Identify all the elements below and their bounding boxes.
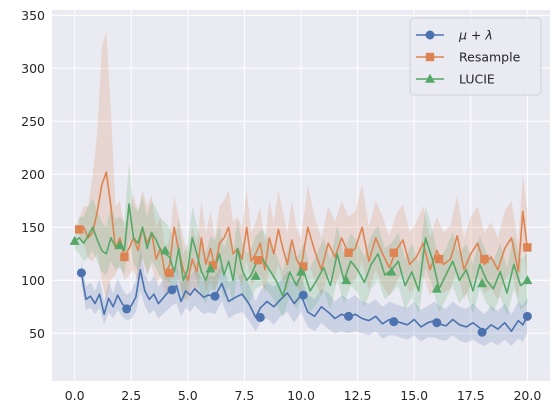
marker-series0 (122, 304, 132, 314)
y-tick-label: 150 (21, 220, 45, 235)
x-tick-labels: 0.0 2.5 5.0 7.5 10.0 12.5 15.0 17.5 20.0 (65, 388, 542, 403)
y-tick-labels: 50 100 150 200 250 300 350 (21, 8, 45, 341)
legend-label-text: LUCIE (459, 72, 495, 87)
x-tick-label: 10.0 (287, 388, 315, 403)
legend-label-text-suffix: + λ (467, 28, 493, 43)
y-tick-label: 50 (29, 326, 45, 341)
marker-resample (299, 262, 308, 271)
y-tick-label: 200 (21, 167, 45, 182)
y-tick-label: 250 (21, 114, 45, 129)
marker-series0 (389, 317, 399, 327)
marker-lucie (160, 245, 171, 255)
marker-resample (208, 261, 217, 270)
x-tick-label: 7.5 (234, 388, 254, 403)
legend-label-resample: Resample (459, 50, 521, 65)
x-tick-label: 17.5 (457, 388, 485, 403)
marker-resample (523, 243, 532, 252)
marker-resample (480, 254, 489, 264)
x-tick-label: 0.0 (65, 388, 85, 403)
marker-resample (74, 225, 84, 234)
marker-resample (344, 248, 353, 257)
marker-lucie (522, 275, 533, 285)
marker-lucie (431, 283, 442, 293)
x-tick-label: 15.0 (400, 388, 428, 403)
x-tick-label: 5.0 (178, 388, 198, 403)
legend-marker-lucie (425, 73, 435, 83)
marker-series0 (522, 311, 532, 321)
x-tick-label: 12.5 (344, 388, 372, 403)
marker-series0 (298, 290, 308, 300)
marker-series0 (432, 318, 442, 328)
y-tick-label: 350 (21, 8, 45, 23)
marker-resample (434, 254, 444, 264)
legend-marker-series0 (425, 30, 435, 40)
legend-label-text: μ (458, 28, 467, 43)
x-tick-label: 20.0 (513, 388, 541, 403)
marker-series0 (167, 285, 177, 295)
marker-resample (253, 255, 263, 265)
series-lines (74, 171, 529, 333)
marker-lucie (205, 263, 216, 273)
legend-label-series0: μ + λ (458, 28, 493, 43)
marker-lucie (114, 240, 125, 250)
marker-lucie (296, 266, 306, 276)
legend-box (409, 17, 542, 96)
marker-resample (389, 248, 399, 257)
marker-series0 (477, 327, 487, 337)
marker-lucie (386, 266, 397, 276)
marker-series0 (255, 312, 265, 322)
marker-lucie (250, 270, 261, 280)
marker-resample (120, 252, 129, 262)
y-tick-label: 100 (21, 273, 45, 288)
marker-series0 (344, 311, 354, 321)
legend-marker-resample (425, 52, 435, 62)
x-tick-label: 2.5 (121, 388, 141, 403)
band-resample (79, 31, 528, 302)
y-tick-label: 300 (21, 61, 45, 76)
series-markers (69, 225, 533, 337)
line-series0 (80, 268, 529, 333)
marker-lucie (341, 275, 352, 285)
marker-lucie (477, 278, 488, 288)
marker-series0 (76, 268, 86, 278)
legend-label-lucie: LUCIE (459, 72, 495, 87)
legend: μ + λ Resample LUCIE (409, 17, 542, 96)
legend-label-text: Resample (459, 50, 521, 65)
line-lucie (74, 203, 528, 298)
marker-series0 (210, 291, 220, 301)
marker-resample (165, 268, 174, 278)
marker-lucie (69, 235, 80, 245)
